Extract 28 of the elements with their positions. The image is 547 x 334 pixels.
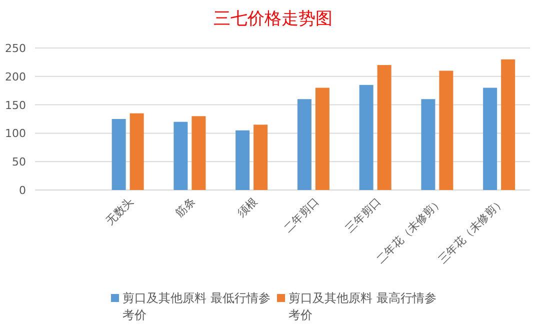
x-tick-label: 三年剪口 bbox=[343, 194, 384, 236]
bar bbox=[192, 116, 206, 190]
bar bbox=[174, 122, 188, 190]
bar bbox=[377, 65, 392, 190]
y-tick-label: 50 bbox=[12, 156, 26, 169]
bar bbox=[112, 119, 126, 190]
x-tick-label: 二年剪口 bbox=[281, 194, 322, 236]
bar bbox=[359, 84, 374, 190]
legend-label: 剪口及其他原料 最低行情参考价 bbox=[122, 290, 270, 324]
bar bbox=[421, 99, 436, 190]
y-tick-label: 200 bbox=[5, 70, 26, 84]
bar bbox=[439, 70, 454, 190]
legend-label: 剪口及其他原料 最高行情参考价 bbox=[288, 290, 436, 324]
bar bbox=[315, 88, 330, 190]
y-tick-label: 250 bbox=[5, 42, 26, 55]
x-tick-label: 筋条 bbox=[173, 194, 198, 220]
y-tick-label: 150 bbox=[5, 98, 26, 112]
x-tick-label: 须根 bbox=[234, 194, 260, 220]
x-tick-label: 无数头 bbox=[103, 194, 136, 228]
bar bbox=[501, 59, 516, 190]
bar bbox=[236, 130, 250, 190]
y-tick-label: 100 bbox=[5, 127, 26, 140]
bar bbox=[483, 88, 498, 190]
bar bbox=[297, 99, 312, 190]
bar bbox=[130, 113, 144, 190]
bar bbox=[254, 124, 268, 190]
chart-title: 三七价格走势图 bbox=[214, 9, 332, 29]
y-tick-label: 0 bbox=[19, 184, 26, 197]
